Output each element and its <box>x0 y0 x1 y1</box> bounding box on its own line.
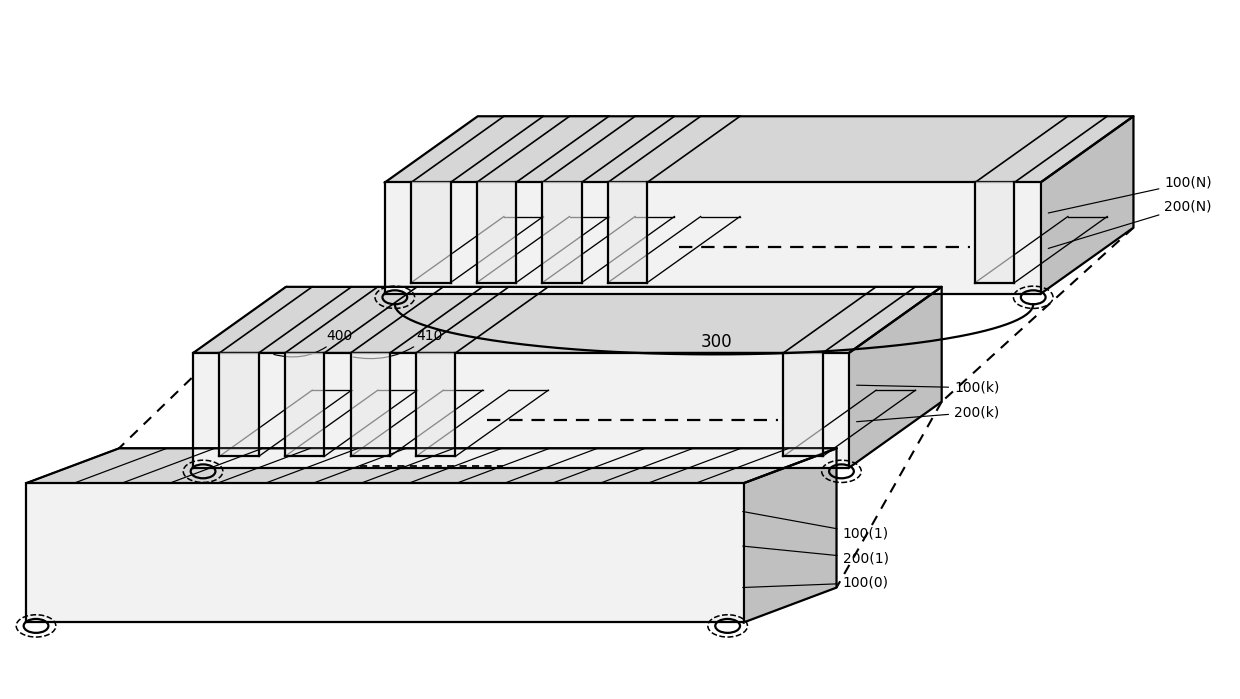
Text: 100(k): 100(k) <box>857 381 999 395</box>
Text: 100(1): 100(1) <box>743 512 889 541</box>
Polygon shape <box>744 448 837 622</box>
Text: 200(1): 200(1) <box>743 546 889 565</box>
Text: 400: 400 <box>274 329 353 357</box>
Polygon shape <box>26 483 744 622</box>
Text: 100(N): 100(N) <box>1048 175 1211 213</box>
Polygon shape <box>384 182 1040 294</box>
Text: 410: 410 <box>353 329 443 359</box>
Text: 300: 300 <box>701 333 733 352</box>
Polygon shape <box>26 448 837 483</box>
Polygon shape <box>1040 116 1133 294</box>
Text: 200(k): 200(k) <box>857 405 999 421</box>
Text: 200(N): 200(N) <box>1048 199 1211 248</box>
Polygon shape <box>219 353 259 456</box>
Polygon shape <box>412 182 450 282</box>
Polygon shape <box>193 287 941 353</box>
Polygon shape <box>975 182 1014 282</box>
Polygon shape <box>476 182 516 282</box>
Polygon shape <box>784 353 822 456</box>
Polygon shape <box>542 182 582 282</box>
Polygon shape <box>351 353 389 456</box>
Polygon shape <box>285 353 325 456</box>
Polygon shape <box>384 116 1133 182</box>
Text: 100(0): 100(0) <box>743 576 889 590</box>
Polygon shape <box>193 353 849 468</box>
Polygon shape <box>417 353 455 456</box>
Polygon shape <box>608 182 647 282</box>
Polygon shape <box>849 287 941 468</box>
